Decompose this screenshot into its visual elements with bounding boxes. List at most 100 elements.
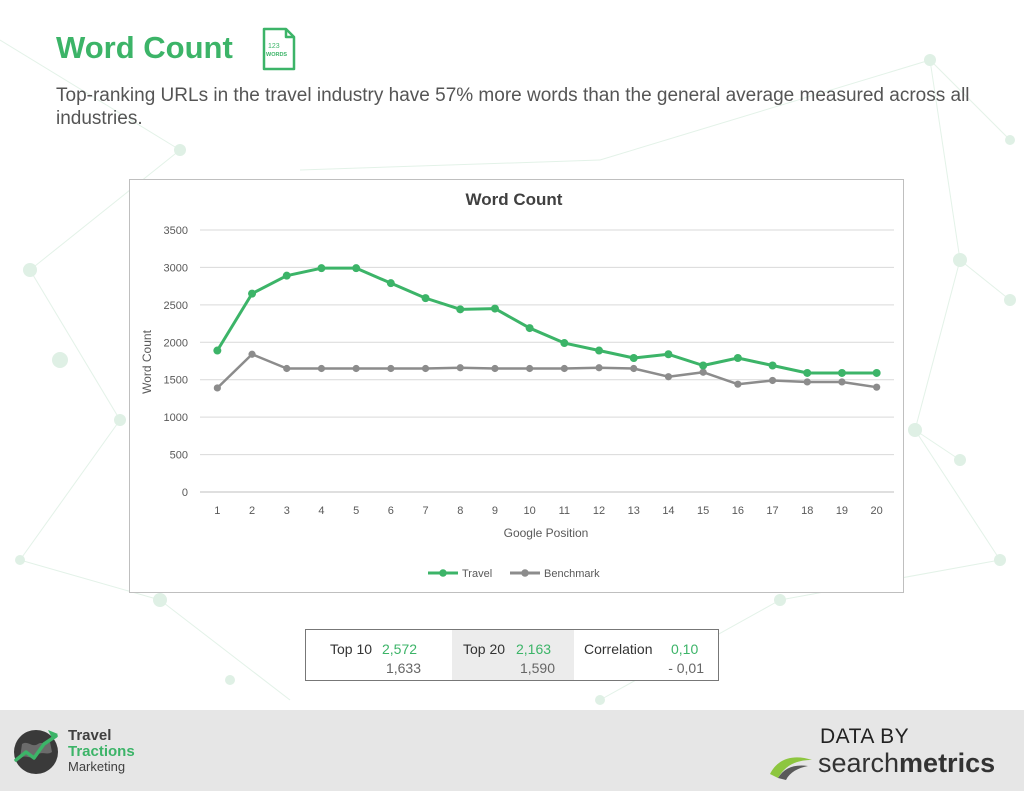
stat-top20: Top 20 2,163 1,590: [452, 630, 574, 680]
word-document-icon: 123 WORDS: [262, 27, 296, 71]
travel-data-point: [595, 346, 604, 355]
x-tick-label: 18: [801, 505, 813, 517]
x-tick-label: 5: [353, 505, 359, 517]
y-tick-label: 0: [182, 487, 188, 499]
y-axis-label: Word Count: [140, 329, 154, 393]
stat-correlation-benchmark: - 0,01: [668, 660, 704, 676]
brand-name-line1: Travel: [68, 727, 112, 744]
benchmark-data-point: [456, 364, 464, 372]
x-tick-label: 12: [593, 505, 605, 517]
chart-title: Word Count: [466, 190, 563, 209]
benchmark-data-point: [803, 378, 811, 386]
x-tick-label: 2: [249, 505, 255, 517]
benchmark-data-point: [595, 364, 603, 372]
x-tick-label: 1: [214, 505, 220, 517]
x-axis-label: Google Position: [504, 526, 589, 540]
line-chart-panel: Word Count Word Count Google Position 0 5…: [129, 179, 904, 593]
x-tick-label: 16: [732, 505, 744, 517]
y-tick-label: 2000: [164, 337, 188, 349]
x-tick-label: 10: [524, 505, 536, 517]
x-tick-label: 3: [284, 505, 290, 517]
brand-name-line2: Tractions: [68, 743, 135, 760]
travel-data-point: [525, 324, 534, 333]
stat-top10-benchmark: 1,633: [385, 660, 421, 676]
y-tick-label: 1500: [164, 375, 188, 387]
page-title: Word Count: [56, 30, 233, 65]
stat-correlation-travel: 0,10: [671, 641, 699, 657]
travel-data-point: [490, 304, 499, 313]
travel-data-point: [560, 339, 569, 348]
data-by-label: DATA BY: [820, 725, 910, 748]
benchmark-data-point: [768, 376, 777, 385]
x-tick-label: 20: [871, 505, 883, 517]
word-count-chart: Word Count Word Count Google Position 0 5…: [140, 190, 894, 580]
benchmark-data-point: [630, 364, 638, 373]
y-tick-label: 3500: [164, 225, 188, 237]
x-tick-label: 19: [836, 505, 848, 517]
benchmark-data-point: [838, 378, 846, 386]
searchmetrics-logo-icon: [770, 757, 812, 780]
benchmark-data-point: [491, 364, 499, 373]
y-tick-label: 2500: [164, 300, 188, 312]
benchmark-data-point: [213, 384, 221, 392]
x-tick-label: 8: [457, 505, 463, 517]
icon-text-words: WORDS: [266, 52, 287, 58]
benchmark-data-point: [873, 383, 881, 391]
travel-data-point: [213, 346, 222, 355]
x-tick-label: 11: [559, 505, 570, 517]
x-tick-label: 13: [628, 505, 640, 517]
x-tick-label: 15: [697, 505, 709, 517]
travel-data-point: [872, 368, 881, 377]
travel-data-point: [664, 350, 673, 359]
y-tick-label: 1000: [164, 412, 188, 424]
x-tick-label: 14: [662, 505, 674, 517]
stat-top10-travel: 2,572: [382, 641, 418, 657]
footer-bar: Travel Tractions Marketing DATA BY searc…: [0, 710, 1024, 791]
travel-data-point: [699, 361, 708, 370]
travel-data-point: [803, 368, 812, 377]
travel-tractions-globe-logo: [14, 730, 58, 774]
travel-data-point: [248, 289, 257, 298]
stat-top10-label: Top 10: [330, 641, 373, 657]
stat-correlation-label: Correlation: [584, 641, 653, 657]
x-tick-label: 7: [422, 505, 428, 517]
searchmetrics-word-bold: metrics: [899, 748, 996, 778]
travel-data-point: [733, 354, 742, 363]
x-tick-label: 6: [388, 505, 394, 517]
benchmark-data-point: [283, 364, 291, 373]
stat-top10: Top 10 2,572 1,633: [306, 630, 452, 680]
benchmark-data-point: [526, 364, 534, 373]
travel-data-point: [352, 264, 361, 273]
travel-data-point: [837, 368, 846, 377]
travel-data-point: [317, 264, 326, 273]
y-tick-label: 500: [170, 450, 188, 462]
benchmark-data-point: [699, 368, 707, 376]
x-tick-label: 4: [318, 505, 324, 517]
x-tick-label: 17: [766, 505, 778, 517]
benchmark-legend-marker: [521, 569, 529, 577]
summary-stats-table: Top 10 2,572 1,633 Top 20 2,163 1,590 Co…: [305, 629, 719, 681]
icon-text-123: 123: [268, 43, 280, 50]
benchmark-data-point: [248, 350, 256, 358]
y-tick-label: 3000: [164, 262, 188, 274]
page-subtitle: Top-ranking URLs in the travel industry …: [56, 85, 970, 129]
travel-data-point: [282, 271, 291, 280]
stat-top20-benchmark: 1,590: [519, 660, 555, 676]
travel-data-point: [629, 354, 638, 363]
benchmark-data-point: [664, 373, 673, 381]
benchmark-data-point: [387, 364, 395, 373]
travel-data-point: [768, 361, 777, 370]
brand-name-line3: Marketing: [68, 759, 126, 774]
benchmark-data-point: [352, 364, 360, 373]
benchmark-data-point: [734, 380, 742, 388]
benchmark-series-line: [216, 353, 877, 389]
x-tick-label: 9: [492, 505, 498, 517]
travel-data-point: [456, 305, 465, 314]
travel-legend-marker: [439, 569, 447, 577]
stat-correlation: Correlation 0,10 - 0,01: [574, 630, 718, 680]
travel-series-line: [216, 266, 877, 375]
stat-top20-travel: 2,163: [516, 641, 552, 657]
travel-legend-label: Travel: [462, 568, 492, 580]
benchmark-legend-label: Benchmark: [544, 568, 600, 580]
benchmark-data-point: [317, 364, 326, 373]
